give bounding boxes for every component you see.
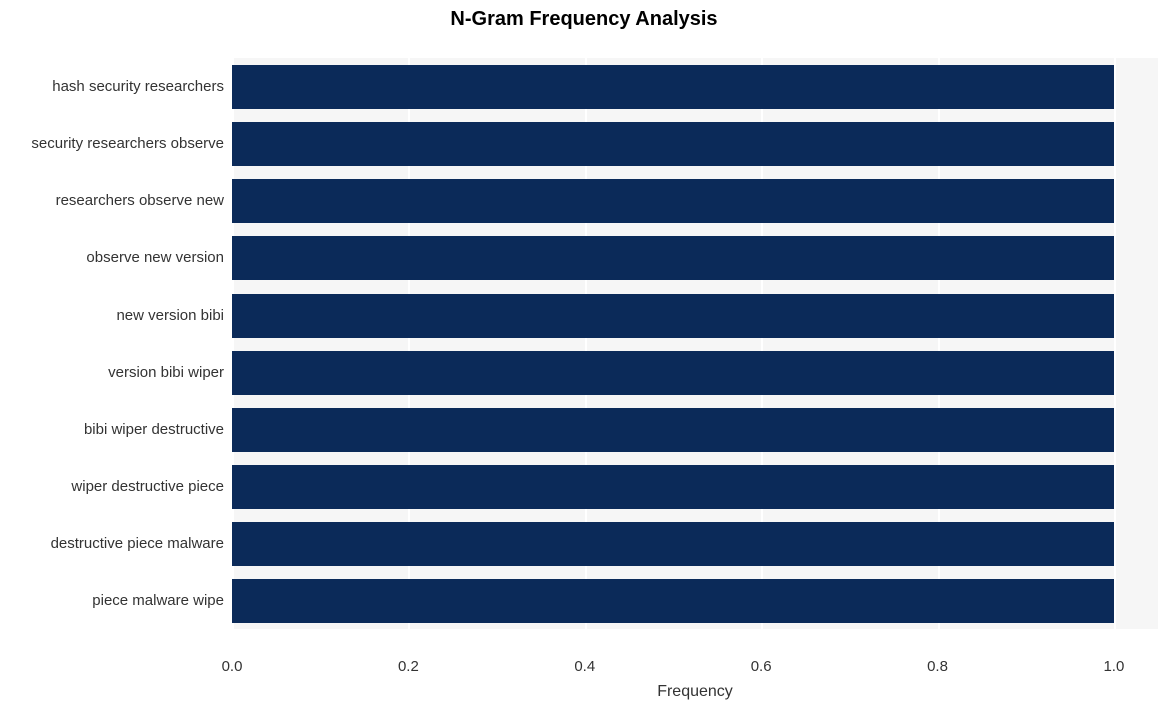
bar xyxy=(232,236,1114,280)
bar xyxy=(232,408,1114,452)
x-tick-label: 0.8 xyxy=(927,650,948,675)
gridline xyxy=(1114,58,1116,629)
y-tick-label: researchers observe new xyxy=(8,172,232,229)
bar xyxy=(232,179,1114,223)
bar xyxy=(232,579,1114,623)
x-tick-label: 0.2 xyxy=(398,650,419,675)
bar xyxy=(232,65,1114,109)
plot-area: Frequency hash security researcherssecur… xyxy=(232,36,1158,650)
chart-title: N-Gram Frequency Analysis xyxy=(0,8,1168,31)
bar xyxy=(232,294,1114,338)
ngram-frequency-chart: N-Gram Frequency Analysis Frequency hash… xyxy=(0,0,1168,701)
y-tick-label: observe new version xyxy=(8,229,232,286)
bar xyxy=(232,351,1114,395)
bar xyxy=(232,122,1114,166)
x-tick-label: 1.0 xyxy=(1103,650,1124,675)
y-tick-label: wiper destructive piece xyxy=(8,458,232,515)
y-tick-label: new version bibi xyxy=(8,287,232,344)
x-tick-label: 0.6 xyxy=(751,650,772,675)
y-tick-label: hash security researchers xyxy=(8,58,232,115)
y-tick-label: bibi wiper destructive xyxy=(8,401,232,458)
x-tick-label: 0.4 xyxy=(574,650,595,675)
y-tick-label: security researchers observe xyxy=(8,115,232,172)
x-tick-label: 0.0 xyxy=(222,650,243,675)
bar xyxy=(232,465,1114,509)
y-tick-label: destructive piece malware xyxy=(8,515,232,572)
bar xyxy=(232,522,1114,566)
y-tick-label: version bibi wiper xyxy=(8,344,232,401)
x-axis-title: Frequency xyxy=(232,683,1158,701)
y-tick-label: piece malware wipe xyxy=(8,572,232,629)
